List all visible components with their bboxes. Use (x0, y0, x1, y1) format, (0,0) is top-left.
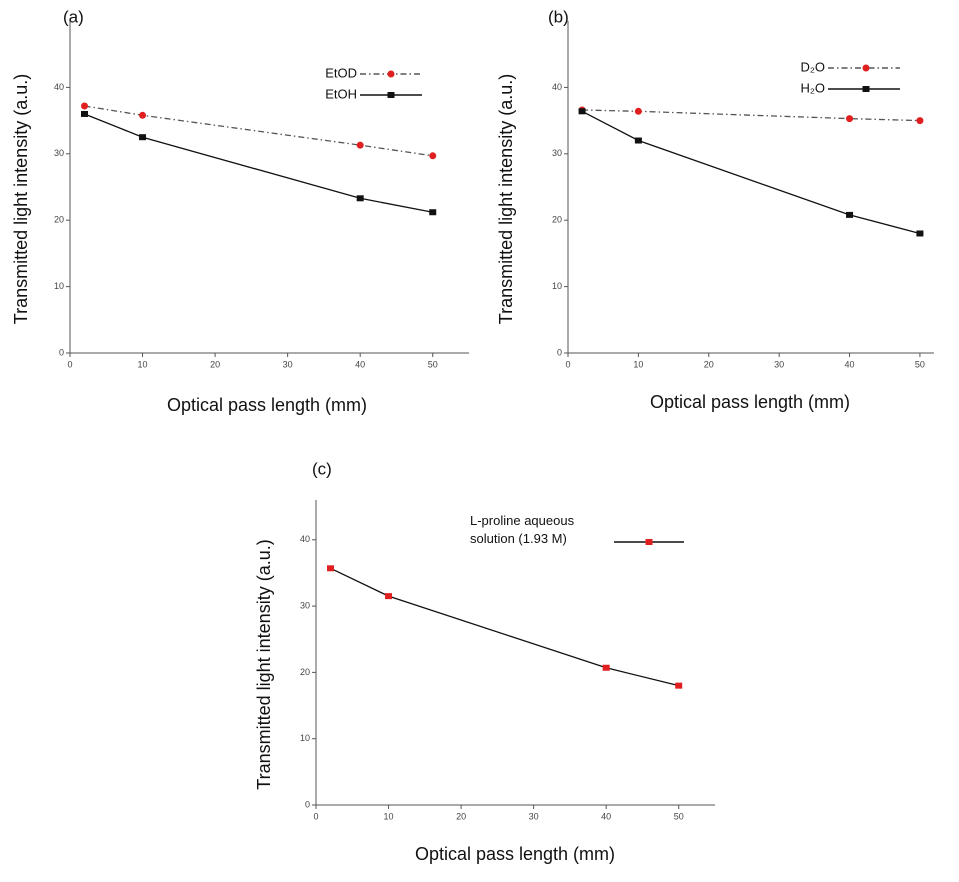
x-tick-label: 10 (633, 359, 643, 369)
y-tick-label: 10 (54, 281, 64, 291)
x-tick-label: 20 (456, 811, 466, 821)
x-tick-label: 40 (355, 359, 365, 369)
marker (81, 110, 89, 117)
marker (675, 682, 683, 689)
x-axis-title: Optical pass length (mm) (650, 392, 850, 412)
legend-label: EtOD (325, 65, 357, 80)
y-axis-title: Transmitted light intensity (a.u.) (496, 74, 516, 324)
y-tick-label: 30 (54, 148, 64, 158)
x-tick-label: 30 (529, 811, 539, 821)
x-tick-label: 0 (313, 811, 318, 821)
y-axis-title: Transmitted light intensity (a.u.) (11, 74, 31, 324)
y-tick-label: 20 (552, 215, 562, 225)
x-tick-label: 40 (601, 811, 611, 821)
legend-label: L-proline aqueous solution (1.93 M) (470, 513, 575, 546)
x-tick-label: 0 (565, 359, 570, 369)
x-axis-title: Optical pass length (mm) (167, 395, 367, 415)
x-tick-label: 10 (384, 811, 394, 821)
x-tick-label: 20 (210, 359, 220, 369)
series-line (581, 110, 921, 235)
y-axis-title: Transmitted light intensity (a.u.) (254, 539, 274, 789)
x-tick-label: 40 (845, 359, 855, 369)
x-tick-label: 20 (704, 359, 714, 369)
y-tick-label: 0 (59, 347, 64, 357)
marker (139, 111, 147, 119)
marker (602, 664, 610, 671)
marker (634, 107, 642, 115)
marker (578, 108, 586, 115)
panel-label: (a) (63, 7, 84, 26)
y-tick-label: 0 (557, 347, 562, 357)
y-tick-label: 0 (305, 799, 310, 809)
marker (846, 115, 854, 123)
marker (81, 102, 89, 110)
x-tick-label: 30 (774, 359, 784, 369)
y-tick-label: 30 (552, 148, 562, 158)
marker (387, 70, 395, 78)
series-line (582, 109, 920, 122)
series-line (330, 567, 679, 687)
marker (139, 134, 147, 141)
panel-label: (b) (548, 7, 569, 26)
y-tick-label: 30 (300, 600, 310, 610)
x-tick-label: 50 (428, 359, 438, 369)
y-tick-label: 10 (300, 733, 310, 743)
legend-label: EtOH (325, 86, 357, 101)
marker (862, 64, 870, 72)
y-tick-label: 20 (300, 667, 310, 677)
y-tick-label: 40 (54, 82, 64, 92)
y-tick-label: 20 (54, 215, 64, 225)
marker (916, 230, 924, 237)
marker (356, 141, 364, 149)
marker (916, 117, 924, 125)
y-tick-label: 40 (552, 82, 562, 92)
marker (429, 209, 437, 216)
series-line (84, 113, 433, 213)
panel-label: (c) (312, 459, 332, 478)
legend-label: H₂O (800, 80, 825, 95)
x-axis-title: Optical pass length (mm) (415, 844, 615, 864)
x-tick-label: 10 (138, 359, 148, 369)
marker (846, 211, 854, 218)
marker (634, 137, 642, 144)
marker (429, 152, 437, 160)
x-tick-label: 0 (67, 359, 72, 369)
x-tick-label: 50 (674, 811, 684, 821)
legend-label-box: L-proline aqueous solution (1.93 M) (470, 513, 575, 546)
x-tick-label: 50 (915, 359, 925, 369)
marker (645, 539, 653, 545)
marker (862, 86, 870, 92)
marker (387, 92, 395, 98)
marker (356, 195, 364, 202)
x-tick-label: 30 (283, 359, 293, 369)
marker (327, 565, 335, 572)
y-tick-label: 10 (552, 281, 562, 291)
legend-label: D₂O (800, 59, 825, 74)
marker (385, 593, 393, 600)
y-tick-label: 40 (300, 534, 310, 544)
series-line (84, 105, 433, 157)
